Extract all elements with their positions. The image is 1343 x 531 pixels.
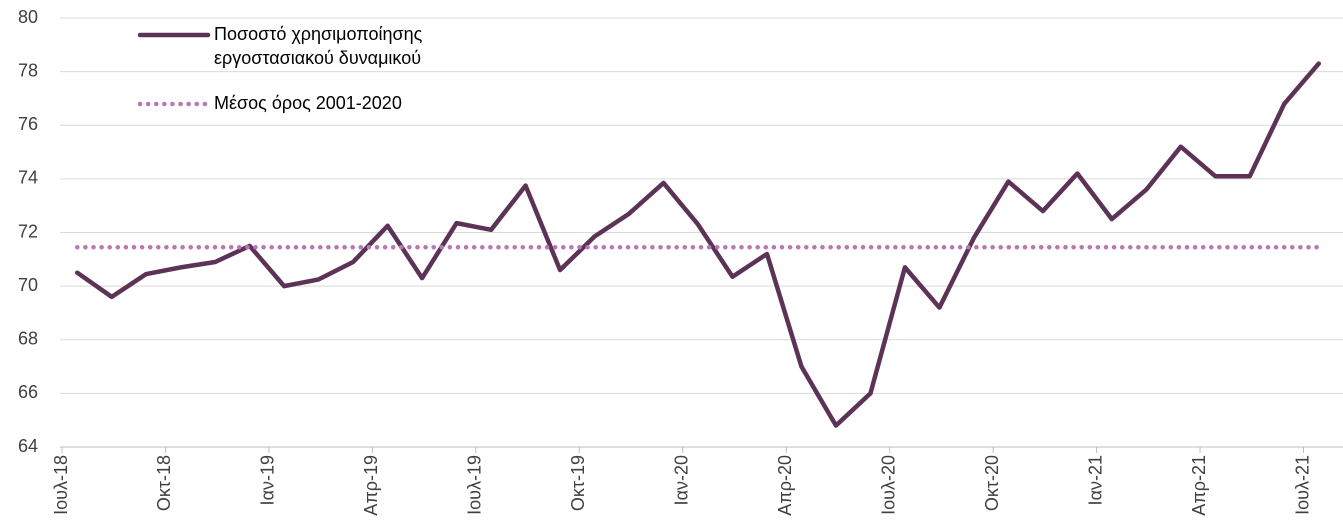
legend-label-box: Μέσος όρος 2001-2020 [214, 93, 402, 113]
y-tick-label: 80 [18, 7, 38, 27]
x-tick-label: Απρ-20 [775, 455, 795, 516]
y-tick-label: 72 [18, 221, 38, 241]
x-tick-label: Οκτ-20 [982, 455, 1002, 511]
y-tick-label: 78 [18, 60, 38, 80]
y-tick-label: 74 [18, 168, 38, 188]
x-tick-label: Ιαν-21 [1085, 455, 1105, 505]
y-tick-label: 68 [18, 329, 38, 349]
legend-label-box: Ποσοστό χρησιμοποίησης εργοστασιακού δυν… [214, 24, 423, 68]
y-tick-label: 64 [18, 436, 38, 456]
legend-label: Μέσος όρος 2001-2020 [214, 93, 402, 113]
x-tick-label: Απρ-21 [1189, 455, 1209, 516]
x-tick-label: Οκτ-18 [154, 455, 174, 511]
x-tick-label: Ιαν-20 [672, 455, 692, 505]
legend-label: Ποσοστό χρησιμοποίησης εργοστασιακού δυν… [214, 24, 423, 68]
x-tick-label: Απρ-19 [361, 455, 381, 516]
y-tick-label: 66 [18, 382, 38, 402]
x-tick-label: Ιουλ-19 [465, 455, 485, 515]
y-tick-label: 76 [18, 114, 38, 134]
x-tick-label: Οκτ-19 [568, 455, 588, 511]
x-tick-label: Ιουλ-21 [1292, 455, 1312, 515]
x-tick-label: Ιουλ-20 [878, 455, 898, 515]
x-tick-label: Ιουλ-18 [51, 455, 71, 515]
y-tick-label: 70 [18, 275, 38, 295]
x-tick-label: Ιαν-19 [258, 455, 278, 505]
series-line [74, 61, 1322, 428]
